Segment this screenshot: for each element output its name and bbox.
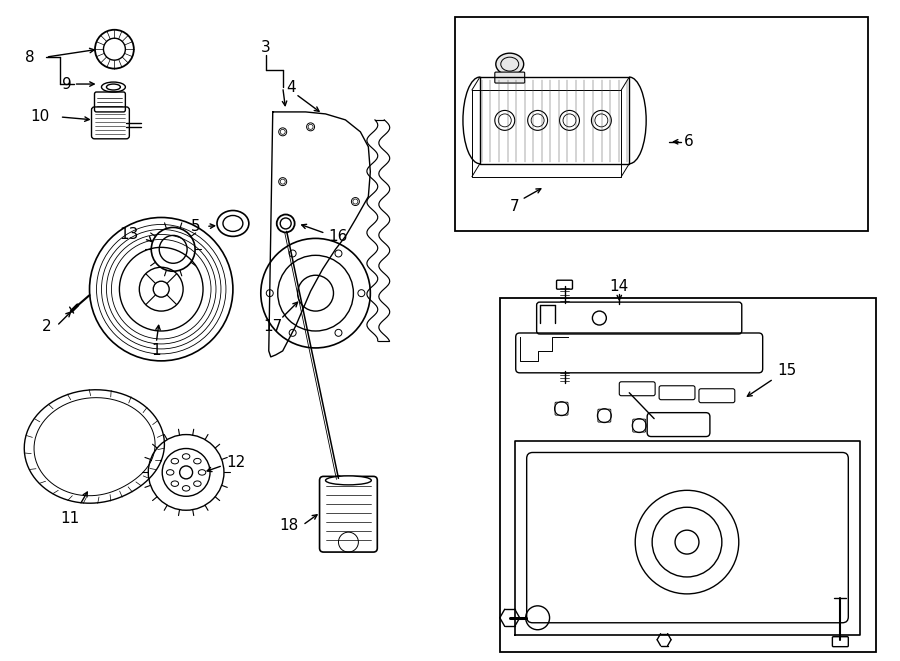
Text: 15: 15: [777, 364, 797, 378]
Ellipse shape: [183, 453, 190, 459]
Text: 3: 3: [261, 40, 271, 55]
Text: 18: 18: [279, 518, 298, 533]
Text: 16: 16: [328, 229, 348, 244]
Circle shape: [153, 281, 169, 297]
Text: 8: 8: [25, 50, 34, 65]
Ellipse shape: [326, 476, 372, 485]
Ellipse shape: [496, 53, 524, 75]
Text: 17: 17: [263, 319, 283, 334]
Ellipse shape: [183, 486, 190, 491]
Text: 12: 12: [226, 455, 246, 470]
Text: 14: 14: [609, 279, 629, 293]
Text: 9: 9: [62, 77, 71, 91]
Ellipse shape: [171, 458, 178, 464]
Ellipse shape: [194, 481, 201, 486]
Text: 4: 4: [286, 79, 295, 95]
Text: 11: 11: [60, 511, 79, 525]
Ellipse shape: [198, 470, 206, 475]
Ellipse shape: [171, 481, 178, 486]
Text: 1: 1: [151, 344, 161, 358]
Bar: [500, 298, 877, 652]
FancyBboxPatch shape: [495, 72, 525, 83]
Text: 2: 2: [42, 319, 51, 334]
Text: 5: 5: [192, 219, 201, 234]
Ellipse shape: [166, 470, 174, 475]
Text: 7: 7: [510, 199, 519, 214]
Ellipse shape: [194, 458, 201, 464]
Text: 13: 13: [120, 227, 139, 242]
Text: 10: 10: [30, 110, 50, 124]
Bar: [455, 17, 868, 231]
Text: 6: 6: [684, 134, 694, 149]
